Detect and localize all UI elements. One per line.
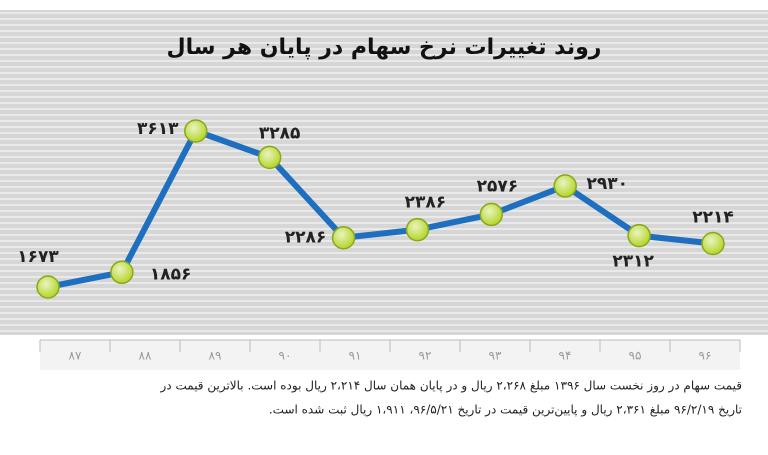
data-label: ۳۶۱۳ — [137, 119, 179, 139]
x-tick-label: ۹۴ — [559, 349, 572, 363]
x-tick-label: ۹۱ — [349, 349, 362, 363]
marker-shine — [629, 225, 650, 246]
marker-shine — [407, 219, 428, 240]
data-label: ۲۳۱۲ — [612, 252, 654, 272]
marker-shine — [185, 121, 206, 141]
note: تاریخ ۹۶/۲/۱۹ مبلغ ۲،۳۶۱ ریال و پایین‌تر… — [269, 403, 742, 418]
marker-shine — [333, 227, 354, 248]
data-label: ۱۸۵۶ — [150, 264, 192, 284]
data-label: ۳۲۸۵ — [259, 123, 301, 143]
marker-shine — [481, 204, 502, 225]
x-tick-label: ۸۸ — [139, 349, 152, 363]
x-tick-label: ۹۳ — [489, 349, 502, 363]
note: قیمت سهام در روز نخست سال ۱۳۹۶ مبلغ ۲،۲۶… — [160, 379, 742, 394]
marker-shine — [38, 277, 58, 297]
chart-title: روند تغییرات نرخ سهام در پایان هر سال — [167, 35, 602, 60]
marker-shine — [259, 147, 280, 168]
data-label: ۲۲۸۶ — [285, 228, 327, 248]
x-tick-label: ۹۰ — [279, 349, 292, 363]
data-label: ۲۳۸۶ — [405, 193, 447, 213]
marker-shine — [703, 233, 723, 254]
x-tick-label: ۹۶ — [699, 349, 712, 363]
data-label: ۱۶۷۳ — [17, 247, 59, 267]
marker-shine — [555, 175, 576, 196]
line — [47, 128, 714, 290]
x-tick-label: ۸۷ — [69, 349, 82, 363]
marker-shine — [111, 262, 132, 283]
x-tick-label: ۹۵ — [629, 349, 642, 363]
x-tick-label: ۹۲ — [419, 349, 432, 363]
data-label: ۲۹۳۰ — [586, 174, 628, 194]
data-label: ۲۲۱۴ — [692, 207, 734, 227]
x-tick-label: ۸۹ — [209, 349, 222, 363]
data-label: ۲۵۷۶ — [477, 176, 519, 196]
